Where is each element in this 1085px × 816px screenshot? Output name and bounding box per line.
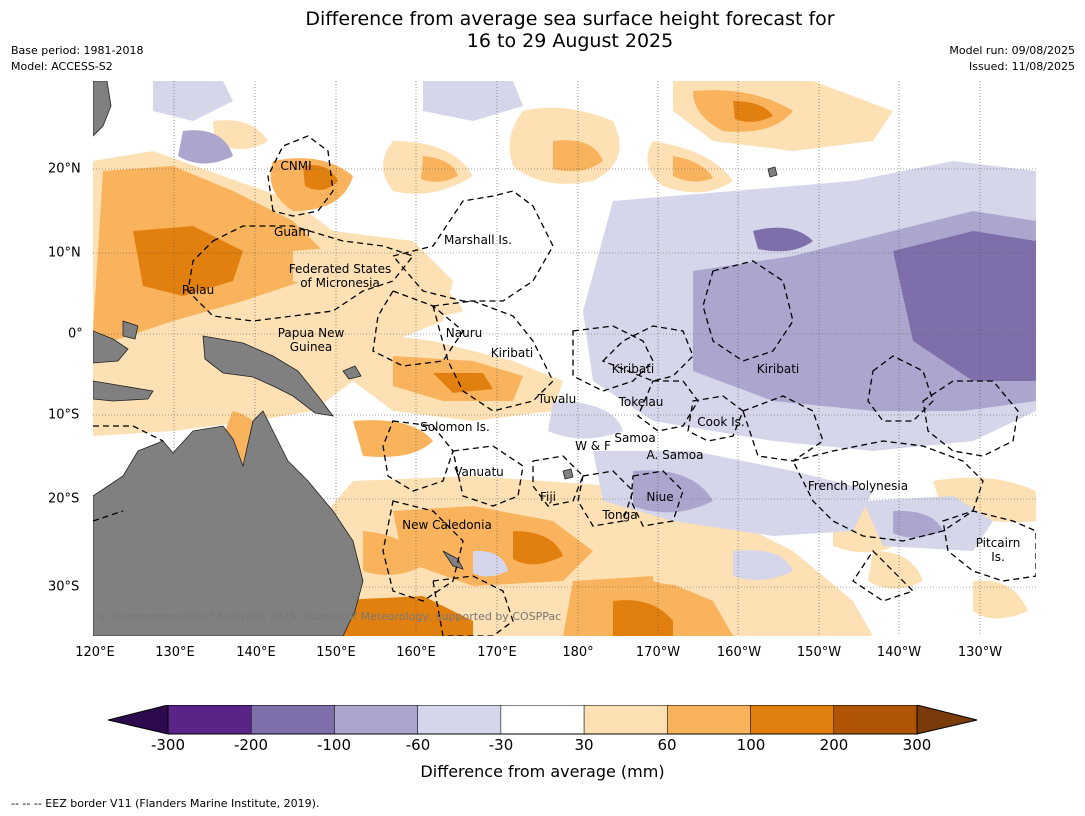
colorbar-bin	[500, 705, 585, 735]
colorbar-bins	[167, 705, 918, 735]
colorbar-bin	[833, 705, 918, 735]
colorbar-bin	[334, 705, 418, 735]
copyright-notice: © Commonwealth of Australia 2025, Bureau…	[98, 610, 562, 623]
colorbar-tick: -200	[233, 736, 269, 754]
lon-tick: 130°E	[155, 645, 195, 660]
colorbar-over-arrow	[917, 705, 977, 734]
lat-tick: 20°S	[48, 491, 80, 507]
colorbar-bin	[583, 705, 668, 735]
meta-right: Model run: 09/08/2025 Issued: 11/08/2025	[949, 43, 1075, 75]
model-run: Model run: 09/08/2025	[949, 44, 1075, 57]
lat-tick: 20°N	[48, 161, 81, 177]
colorbar-tick: 60	[657, 736, 677, 754]
lon-tick: 140°W	[876, 645, 922, 660]
colorbar-bin	[667, 705, 751, 735]
colorbar-bin	[250, 705, 335, 735]
model-name: Model: ACCESS-S2	[11, 60, 113, 73]
lon-tick: 160°E	[396, 645, 436, 660]
title-line-2: 16 to 29 August 2025	[466, 30, 674, 52]
map-title: Difference from average sea surface heig…	[0, 8, 1085, 52]
lon-tick: 180°	[562, 645, 594, 660]
lon-tick: 170°E	[477, 645, 517, 660]
lat-tick: 0°	[68, 326, 83, 342]
colorbar-tick: 30	[574, 736, 594, 754]
colorbar-tick: -300	[150, 736, 186, 754]
colorbar-bin	[417, 705, 502, 735]
lon-tick: 120°E	[75, 645, 115, 660]
lon-tick: 150°E	[316, 645, 356, 660]
colorbar-tick: -60	[405, 736, 431, 754]
colorbar-bin	[750, 705, 835, 735]
lon-tick: 170°W	[635, 645, 681, 660]
land-masses	[93, 81, 778, 636]
negative-anomaly-field	[153, 81, 1036, 580]
eez-borders	[93, 135, 1036, 636]
colorbar-tick: -100	[316, 736, 352, 754]
colorbar-under-arrow	[108, 705, 168, 734]
lat-tick: 10°S	[48, 407, 80, 423]
colorbar-tick: 300	[902, 736, 932, 754]
title-line-1: Difference from average sea surface heig…	[305, 8, 835, 30]
lon-tick: 140°E	[236, 645, 276, 660]
colorbar-tick: 200	[819, 736, 849, 754]
colorbar	[108, 705, 978, 735]
sea-surface-height-map	[93, 81, 1036, 636]
colorbar-tick: -30	[488, 736, 514, 754]
positive-anomaly-field	[93, 81, 1036, 636]
base-period: Base period: 1981-2018	[11, 44, 144, 57]
lon-tick: 150°W	[796, 645, 842, 660]
issued-date: Issued: 11/08/2025	[968, 60, 1075, 73]
lat-tick: 10°N	[48, 245, 81, 261]
colorbar-bin	[167, 705, 252, 735]
lon-tick: 160°W	[716, 645, 762, 660]
lon-tick: 130°W	[957, 645, 1003, 660]
colorbar-tick: 100	[736, 736, 766, 754]
meta-left: Base period: 1981-2018 Model: ACCESS-S2	[11, 43, 143, 75]
colorbar-label: Difference from average (mm)	[420, 762, 665, 781]
lat-tick: 30°S	[48, 579, 80, 595]
eez-footnote: -- -- -- EEZ border V11 (Flanders Marine…	[11, 797, 320, 810]
